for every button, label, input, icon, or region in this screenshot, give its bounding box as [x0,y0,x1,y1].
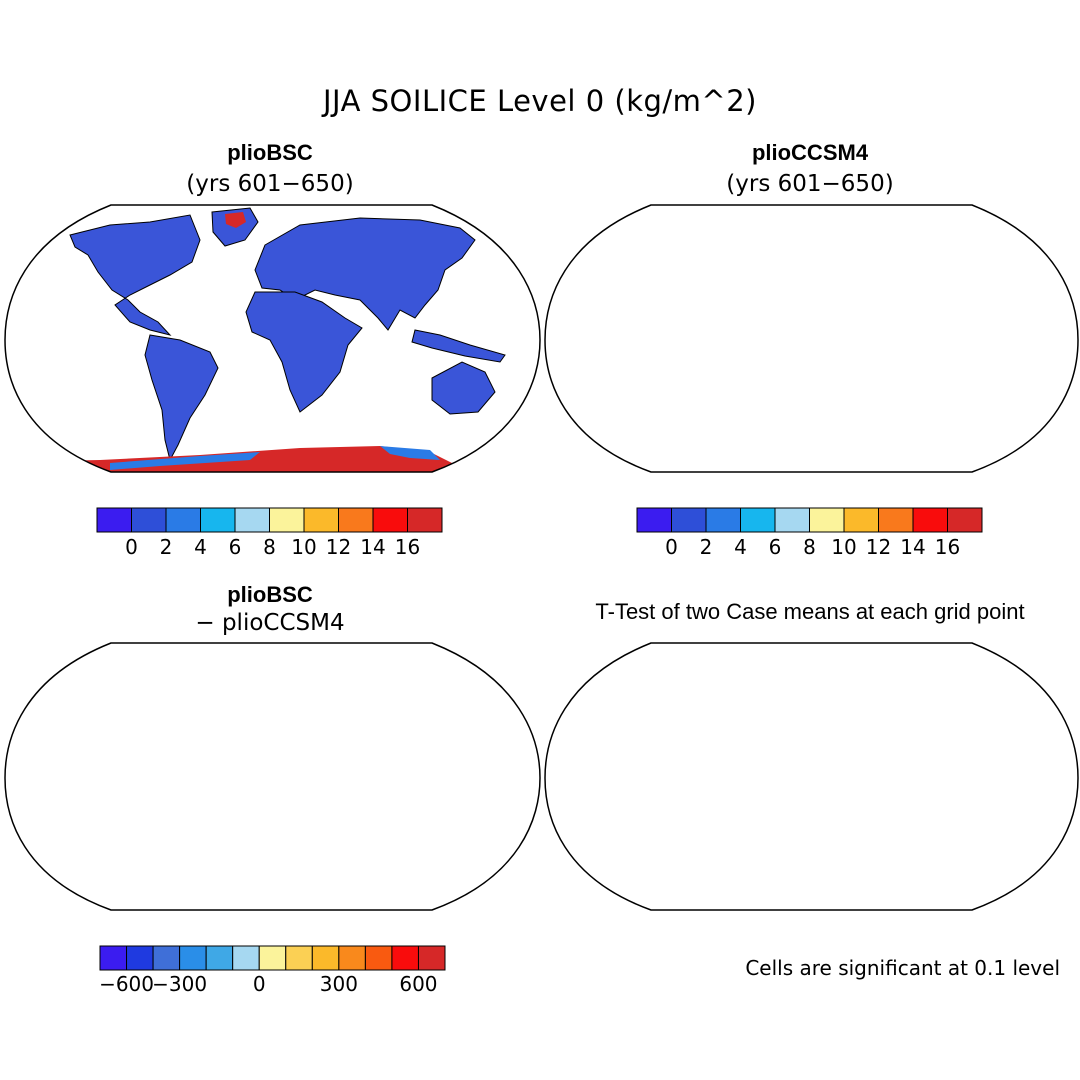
colorbar-swatch [364,945,393,971]
panel-title-bottom-left: plioBSC [227,582,313,607]
panel-subtitle-top-left: (yrs 601−650) [186,171,354,197]
continent-north-america [69,214,201,336]
colorbar-swatch [878,507,914,533]
colorbar-swatch [809,507,845,533]
map-outline-top-left [4,204,541,473]
antarctica-coast-ice [110,452,260,470]
colorbar-swatch [407,507,443,533]
main-title: JJA SOILICE Level 0 (kg/m^2) [323,84,757,118]
colorbar-tick-label: 14 [900,535,926,559]
colorbar-swatch [205,945,234,971]
colorbar-swatch [258,945,287,971]
landmass-greenland [752,646,798,684]
continent-australia [431,361,496,415]
colorbar-tick-label: 10 [291,535,317,559]
colorbar-swatch [96,507,132,533]
greenland-ice [225,212,246,228]
colorbar-tick-label: 10 [831,535,857,559]
continent-south-america [144,334,219,462]
colorbar-swatch [774,507,810,533]
colorbar-tick-label: 300 [319,972,358,996]
colorbar-swatch [234,507,270,533]
colorbar-swatch [912,507,948,533]
colorbar-bottom-left [99,945,446,971]
colorbar-tick-label: −300 [152,972,208,996]
colorbar-labels-top-right: 0 2 4 6 8 10 12 14 16 [637,535,983,559]
colorbar-tick-label: 12 [325,535,352,559]
colorbar-swatch [740,507,776,533]
colorbar-swatch [671,507,707,533]
panel-title-bottom-right: T-Test of two Case means at each grid po… [595,599,1025,624]
colorbar-swatch [338,945,366,971]
colorbar-top-right [636,507,983,533]
colorbar-tick-label: 4 [734,535,747,559]
antarctica-peninsula-ice [380,446,440,460]
colorbar-tick-label: 8 [263,535,276,559]
continent-north-america [610,653,740,773]
significant-region-north-america [660,658,735,696]
panel-title-top-right: plioCCSM4 [751,140,869,165]
landmass-se-asia-islands [952,768,1045,800]
colorbar-top-left [96,507,443,533]
colorbar-tick-label: 16 [394,535,421,559]
significance-note: Cells are significant at 0.1 level [745,956,1060,980]
colorbar-tick-label: 600 [399,972,438,996]
colorbar-swatch [947,507,983,533]
map-outline-bottom-left [4,642,541,911]
colorbar-swatch [338,507,374,533]
colorbar-swatch [179,945,207,971]
colorbar-swatch [636,507,672,533]
colorbar-tick-label: 14 [360,535,386,559]
colorbar-swatch [311,945,340,971]
landmass-se-asia-islands [411,329,506,363]
panel-title-top-left: plioBSC [227,140,313,165]
continent-africa [786,730,902,850]
continent-africa [245,291,363,413]
colorbar-tick-label: 2 [159,535,173,559]
colorbar-tick-label: 2 [699,535,713,559]
colorbar-swatch [126,945,154,971]
colorbar-labels-bottom-left: −600 −300 0 300 600 [80,972,466,996]
colorbar-tick-label: 0 [665,535,678,559]
continent-south-america [685,773,758,898]
continent-eurasia [795,656,1015,768]
colorbar-tick-label: 6 [768,535,782,559]
colorbar-swatch [843,507,879,533]
colorbar-tick-label: 0 [125,535,138,559]
colorbar-tick-label: 6 [228,535,242,559]
colorbar-tick-label: 12 [865,535,892,559]
colorbar-labels-top-left: 0 2 4 6 8 10 12 14 16 [97,535,443,559]
colorbar-tick-label: 16 [934,535,961,559]
colorbar-swatch [417,945,446,971]
colorbar-swatch [200,507,236,533]
continent-australia [972,800,1035,852]
panel-subtitle-bottom-left: − plioCCSM4 [195,610,345,636]
significant-region-eurasia [840,662,1010,686]
colorbar-swatch [269,507,305,533]
colorbar-tick-label: 4 [194,535,207,559]
colorbar-swatch [131,507,167,533]
panel-subtitle-top-right: (yrs 601−650) [726,171,894,197]
map-outline-bottom-right [544,642,1079,911]
colorbar-tick-label: 8 [803,535,816,559]
colorbar-tick-label: −600 [99,972,154,996]
map-outline-top-right [544,204,1079,473]
colorbar-tick-label: 0 [252,972,266,996]
